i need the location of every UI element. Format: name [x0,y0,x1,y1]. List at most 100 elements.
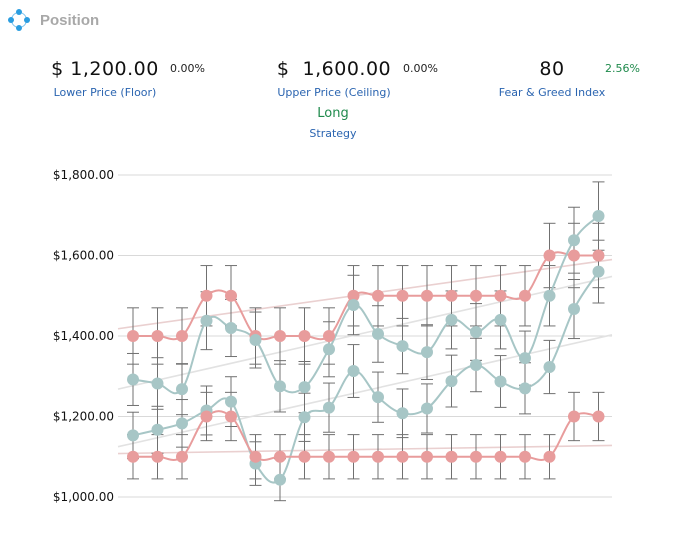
point-low [396,407,409,420]
point-low [470,358,482,371]
point-high [298,381,311,394]
point-high [200,314,213,327]
point-ceiling [494,289,507,302]
point-ceiling [127,330,139,342]
point-high [421,346,433,359]
point-high [151,377,164,390]
floor-stat: $ 1,200.00 0.00% Lower Price (Floor) [50,58,205,99]
point-ceiling [225,289,237,302]
point-ceiling [445,289,458,302]
point-floor [274,450,286,463]
chart-points [127,210,605,486]
y-tick-label: $1,000.00 [53,490,114,504]
price-chart: $1,000.00 $1,200.00 $1,400.00 $1,600.00 $1,8… [53,168,613,504]
point-high [372,327,384,340]
point-high [470,325,482,338]
point-low [274,473,286,486]
point-floor [568,410,580,423]
point-low [519,382,531,395]
point-low [494,375,507,388]
point-floor [127,450,139,463]
y-tick-label: $1,400.00 [53,329,114,343]
point-high [396,340,409,353]
point-high [543,289,556,302]
point-ceiling [298,330,311,342]
point-floor [470,450,482,463]
point-ceiling [347,289,360,302]
point-high [592,210,605,223]
floor-change: 0.00% [170,62,205,75]
point-high [274,380,286,393]
trend-line [117,444,613,455]
ceiling-label: Upper Price (Ceiling) [277,86,391,99]
header: Position [8,6,99,34]
point-floor [347,450,360,463]
fear-greed-change: 2.56% [605,62,640,75]
point-high [225,321,237,334]
y-tick-label: $1,600.00 [53,249,114,263]
trend-line [117,258,613,330]
point-floor [323,450,335,463]
point-ceiling [323,330,335,342]
point-ceiling [372,289,384,302]
point-low [298,411,311,424]
point-floor [298,450,311,463]
page-title: Position [40,11,100,29]
point-floor [445,450,458,463]
chart-trendlines [117,258,613,455]
point-floor [494,450,507,463]
point-high [568,234,580,247]
point-low [176,417,188,430]
chart-grid [118,174,612,498]
strategy-value: Long [317,106,349,121]
point-low [372,391,384,404]
point-low [543,360,556,373]
y-tick-label: $1,800.00 [53,168,114,182]
point-high [323,343,335,356]
point-ceiling [592,249,605,262]
strategy-stat: Long Strategy [273,106,393,140]
point-high [176,383,188,396]
floor-value: $ 1,200.00 [51,58,159,80]
trend-line [117,334,613,448]
y-tick-label: $1,200.00 [53,410,114,424]
point-high [249,334,262,347]
point-ceiling [568,249,580,262]
point-high [445,313,458,326]
point-high [519,352,531,365]
chart-y-axis: $1,000.00 $1,200.00 $1,400.00 $1,600.00 $1,8… [53,168,114,504]
point-low [323,401,335,414]
position-icon [8,9,30,31]
point-high [127,373,139,386]
point-floor [543,450,556,463]
point-high [347,299,360,312]
point-floor [396,450,409,463]
point-low [445,375,458,388]
point-ceiling [176,330,188,342]
series-line-high [132,215,600,395]
point-floor [421,450,433,463]
ceiling-change: 0.00% [403,62,438,75]
ceiling-stat: $ 1,600.00 0.00% Upper Price (Ceiling) [276,58,438,99]
point-floor [519,450,531,463]
point-ceiling [274,330,286,342]
point-floor [225,410,237,423]
point-low [347,365,360,378]
fear-greed-stat: 80 2.56% Fear & Greed Index [496,58,640,99]
ceiling-value: $ 1,600.00 [276,58,392,80]
fear-greed-value: 80 [539,58,565,80]
fear-greed-label: Fear & Greed Index [498,86,606,99]
point-high [494,313,507,326]
point-floor [151,450,164,463]
point-ceiling [421,289,433,302]
point-low [568,303,580,316]
point-low [151,423,164,436]
point-floor [200,410,213,423]
point-floor [249,450,262,463]
point-floor [372,450,384,463]
point-ceiling [396,289,409,302]
point-floor [592,410,605,423]
strategy-label: Strategy [309,127,357,140]
series-line-low [132,271,600,484]
point-ceiling [519,289,531,302]
